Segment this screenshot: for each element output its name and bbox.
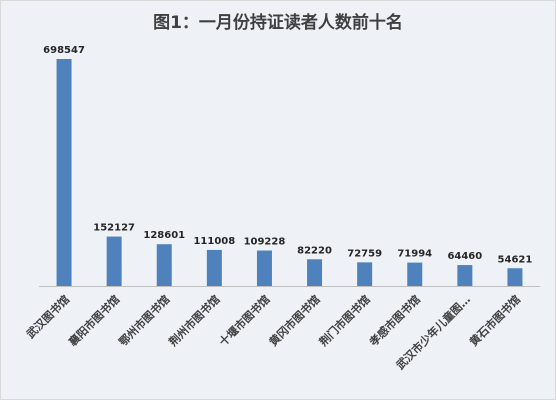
bar <box>507 268 523 286</box>
bar <box>407 262 423 286</box>
category-label: 黄石市图书馆 <box>467 292 524 349</box>
bar <box>56 59 72 286</box>
bar <box>307 259 323 286</box>
data-label: 82220 <box>297 245 332 256</box>
bar <box>206 249 222 286</box>
category-label: 武汉图书馆 <box>23 292 72 341</box>
data-label: 64460 <box>447 251 482 262</box>
data-label: 698547 <box>43 45 85 56</box>
bar <box>357 262 373 286</box>
category-label: 襄阳市图书馆 <box>65 292 122 349</box>
category-label: 黄冈市图书馆 <box>266 292 323 349</box>
data-label: 71994 <box>397 249 432 260</box>
chart-title: 图1：一月份持证读者人数前十名 <box>153 13 403 33</box>
category-label: 十堰市图书馆 <box>216 292 273 349</box>
category-label: 荆门市图书馆 <box>316 292 373 349</box>
bar <box>457 265 473 286</box>
data-label: 109228 <box>244 237 286 248</box>
bar <box>106 236 122 286</box>
category-label: 孝感市图书馆 <box>366 292 423 349</box>
data-label: 128601 <box>143 230 185 241</box>
data-label: 152127 <box>93 223 135 234</box>
data-label: 54621 <box>498 254 533 265</box>
bar <box>256 250 272 286</box>
data-label: 72759 <box>347 248 382 259</box>
category-label: 鄂州市图书馆 <box>116 292 173 349</box>
data-label: 111008 <box>193 236 235 247</box>
category-label: 荆州市图书馆 <box>166 292 223 349</box>
bar <box>156 244 172 286</box>
